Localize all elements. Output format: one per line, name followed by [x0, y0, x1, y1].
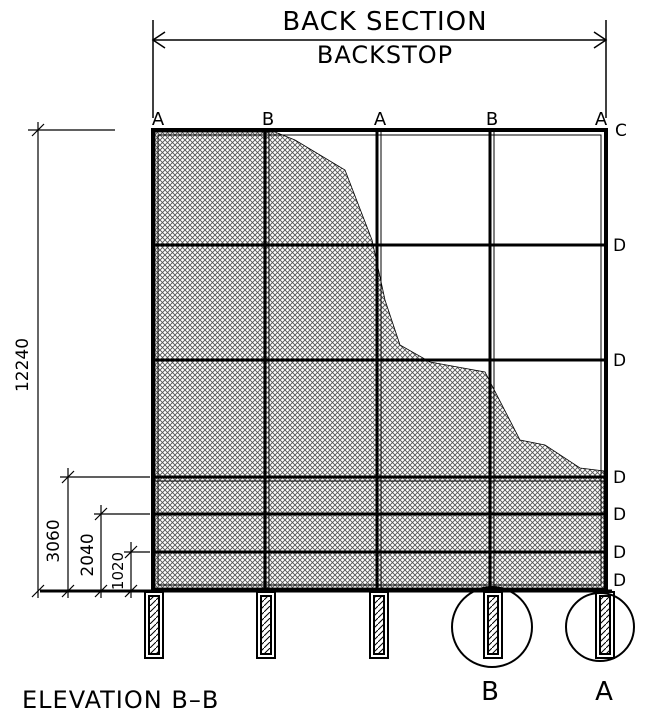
footing-5 [595, 591, 615, 659]
detail-callout-a: A [595, 677, 613, 707]
rails [153, 243, 606, 554]
dimension-total-height: 12240 [13, 338, 33, 392]
post-label: A [152, 109, 165, 130]
post-label: A [374, 109, 387, 130]
rail-label: C [615, 121, 627, 141]
elevation-caption: ELEVATION B–B [22, 686, 219, 714]
rail-label: D [613, 468, 626, 488]
footing-4 [483, 591, 503, 659]
dimension-lines [28, 122, 150, 598]
footing-2 [256, 591, 276, 659]
footing-1 [144, 591, 164, 659]
post-label: B [486, 109, 498, 130]
post-label: A [595, 109, 608, 130]
dimension-1020: 1020 [109, 552, 127, 590]
rail-label: D [613, 351, 626, 371]
dimension-3060: 3060 [44, 519, 64, 562]
post-label: B [262, 109, 274, 130]
rail-label: D [613, 236, 626, 256]
footings [144, 591, 615, 659]
rail-label: D [613, 571, 626, 591]
drawing-title: BACK SECTION [282, 7, 487, 37]
overall-width-dimension [151, 20, 608, 118]
detail-callout-b: B [481, 677, 499, 707]
drawing-subtitle: BACKSTOP [317, 41, 453, 69]
detail-circle-a [565, 592, 635, 662]
footing-3 [369, 591, 389, 659]
detail-circle-b [451, 586, 533, 668]
rail-label: D [613, 543, 626, 563]
rail-label: D [613, 505, 626, 525]
dimension-2040: 2040 [78, 533, 98, 576]
